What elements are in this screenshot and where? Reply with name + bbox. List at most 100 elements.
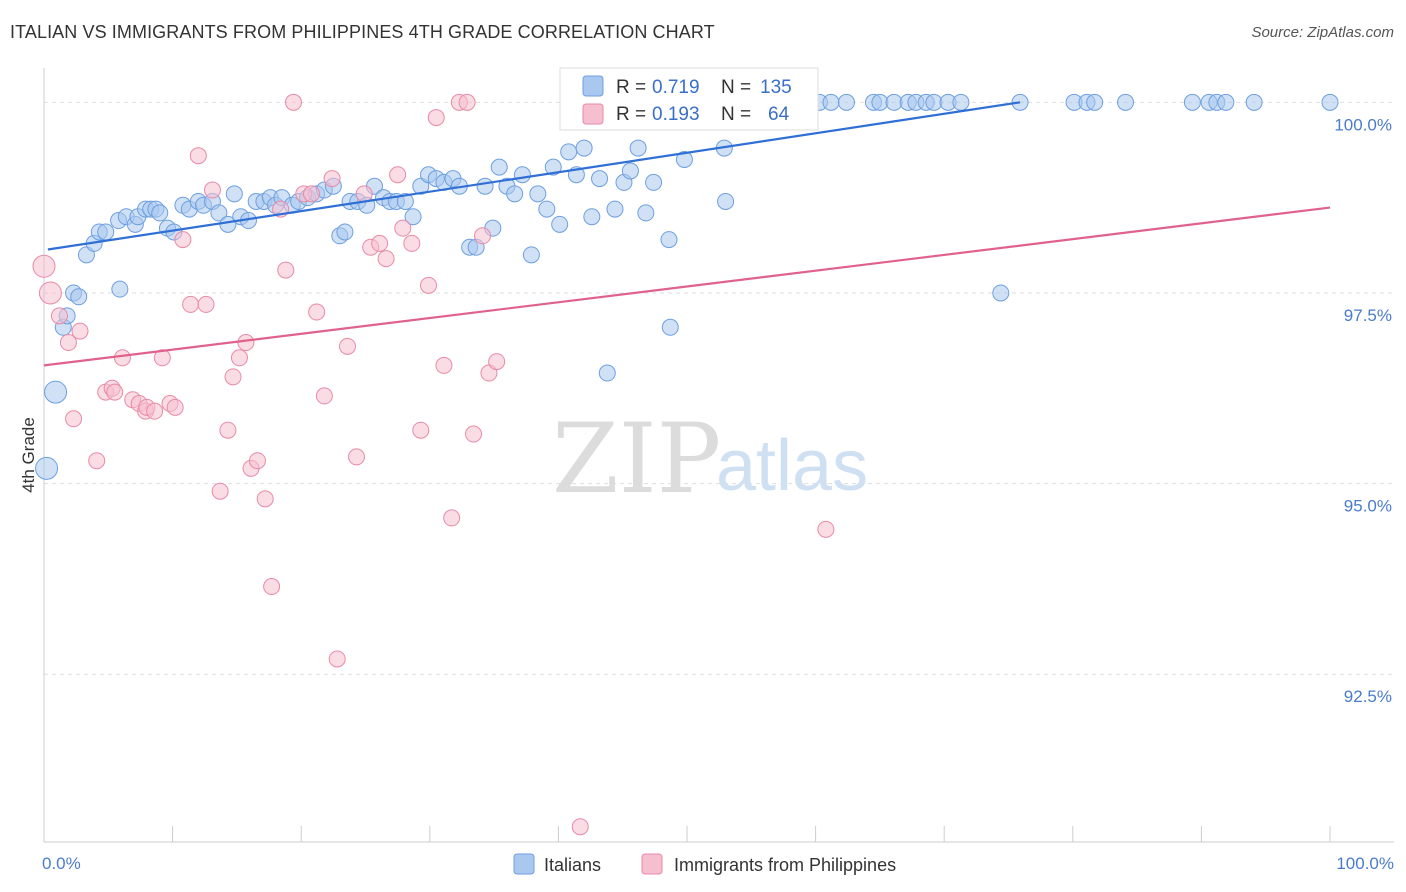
italians-point xyxy=(1217,93,1235,111)
philippines-point xyxy=(106,383,124,401)
legend-swatch-philippines xyxy=(641,853,663,875)
philippines-point xyxy=(32,254,56,278)
y-tick-label: 100.0% xyxy=(1334,115,1392,134)
italians-point xyxy=(551,215,569,233)
stats-n-value-italians: 135 xyxy=(760,77,792,98)
axes xyxy=(43,68,1394,843)
italians-point xyxy=(1086,93,1104,111)
italians-point xyxy=(225,185,243,203)
stats-r-label-philippines: R = xyxy=(616,104,646,125)
philippines-point xyxy=(355,185,373,203)
y-tick-label: 95.0% xyxy=(1344,497,1392,516)
italians-point xyxy=(151,204,169,222)
chart-title: ITALIAN VS IMMIGRANTS FROM PHILIPPINES 4… xyxy=(10,22,715,42)
philippines-point xyxy=(277,261,295,279)
bottom-legend: Italians Immigrants from Philippines xyxy=(513,853,896,875)
legend-label-philippines: Immigrants from Philippines xyxy=(674,855,896,875)
italians-point xyxy=(1117,93,1135,111)
philippines-point xyxy=(488,353,506,371)
philippines-point xyxy=(371,234,389,252)
italians-trend-line xyxy=(47,101,1021,251)
philippines-point xyxy=(389,166,407,184)
philippines-point xyxy=(38,281,62,305)
watermark-zip: ZIP xyxy=(552,403,721,515)
philippines-point xyxy=(377,250,395,268)
italians-point xyxy=(513,166,531,184)
stats-legend: R = 0.719 N = 135 R = 0.193 N = 64 xyxy=(559,67,819,131)
italians-point xyxy=(35,456,59,480)
philippines-point xyxy=(71,322,89,340)
philippines-point xyxy=(412,421,430,439)
philippines-point xyxy=(420,276,438,294)
philippines-point xyxy=(465,425,483,443)
philippines-point xyxy=(394,219,412,237)
italians-point xyxy=(396,192,414,210)
italians-point xyxy=(621,162,639,180)
italians-point xyxy=(871,93,889,111)
stats-r-value-philippines: 0.193 xyxy=(652,104,700,125)
stats-n-label-philippines: N = xyxy=(721,104,751,125)
italians-point xyxy=(111,280,129,298)
philippines-point xyxy=(197,295,215,313)
source-credit: Source: ZipAtlas.com xyxy=(1251,24,1394,41)
italians-point xyxy=(637,204,655,222)
italians-point xyxy=(661,318,679,336)
philippines-point xyxy=(256,490,274,508)
philippines-point xyxy=(315,387,333,405)
philippines-trend-line xyxy=(43,206,1331,367)
italians-point xyxy=(925,93,943,111)
italians-point xyxy=(629,139,647,157)
gridlines xyxy=(44,101,1394,675)
philippines-point xyxy=(443,509,461,527)
philippines-point xyxy=(248,452,266,470)
philippines-point xyxy=(347,448,365,466)
stats-r-label-italians: R = xyxy=(616,77,646,98)
watermark-atlas: atlas xyxy=(716,426,868,506)
italians-point xyxy=(837,93,855,111)
italians-point xyxy=(952,93,970,111)
italians-point xyxy=(717,192,735,210)
philippines-point xyxy=(571,818,589,836)
stats-swatch-italians xyxy=(582,75,604,97)
italians-point xyxy=(70,288,88,306)
italians-point xyxy=(97,223,115,241)
philippines-point xyxy=(817,520,835,538)
philippines-point xyxy=(219,421,237,439)
italians-point xyxy=(336,223,354,241)
philippines-point xyxy=(65,410,83,428)
philippines-point xyxy=(474,227,492,245)
philippines-point xyxy=(284,93,302,111)
italians-point xyxy=(598,364,616,382)
philippines-point xyxy=(237,334,255,352)
y-tick-label: 97.5% xyxy=(1344,306,1392,325)
italians-point xyxy=(560,143,578,161)
philippines-point xyxy=(302,185,320,203)
philippines-point xyxy=(203,181,221,199)
philippines-point xyxy=(435,356,453,374)
philippines-point xyxy=(338,337,356,355)
philippines-point xyxy=(230,349,248,367)
philippines-point xyxy=(113,349,131,367)
philippines-point xyxy=(182,295,200,313)
italians-point xyxy=(44,380,68,404)
philippines-point xyxy=(427,109,445,127)
italians-point xyxy=(404,208,422,226)
philippines-point xyxy=(88,452,106,470)
italians-point xyxy=(885,93,903,111)
philippines-point xyxy=(328,650,346,668)
stats-r-value-italians: 0.719 xyxy=(652,77,700,98)
y-axis-label: 4th Grade xyxy=(19,417,38,493)
stats-n-value-philippines: 64 xyxy=(768,104,790,125)
italians-point xyxy=(210,204,228,222)
legend-swatch-italians xyxy=(513,853,535,875)
philippines-point xyxy=(174,231,192,249)
italians-point xyxy=(538,200,556,218)
tick-labels: 92.5% 95.0% 97.5% 100.0% 0.0% 100.0% xyxy=(42,115,1394,873)
italians-point xyxy=(822,93,840,111)
italians-point xyxy=(583,208,601,226)
y-tick-label: 92.5% xyxy=(1344,687,1392,706)
italians-point xyxy=(1321,93,1339,111)
legend-label-italians: Italians xyxy=(544,855,601,875)
philippines-point xyxy=(146,402,164,420)
italians-point xyxy=(660,231,678,249)
